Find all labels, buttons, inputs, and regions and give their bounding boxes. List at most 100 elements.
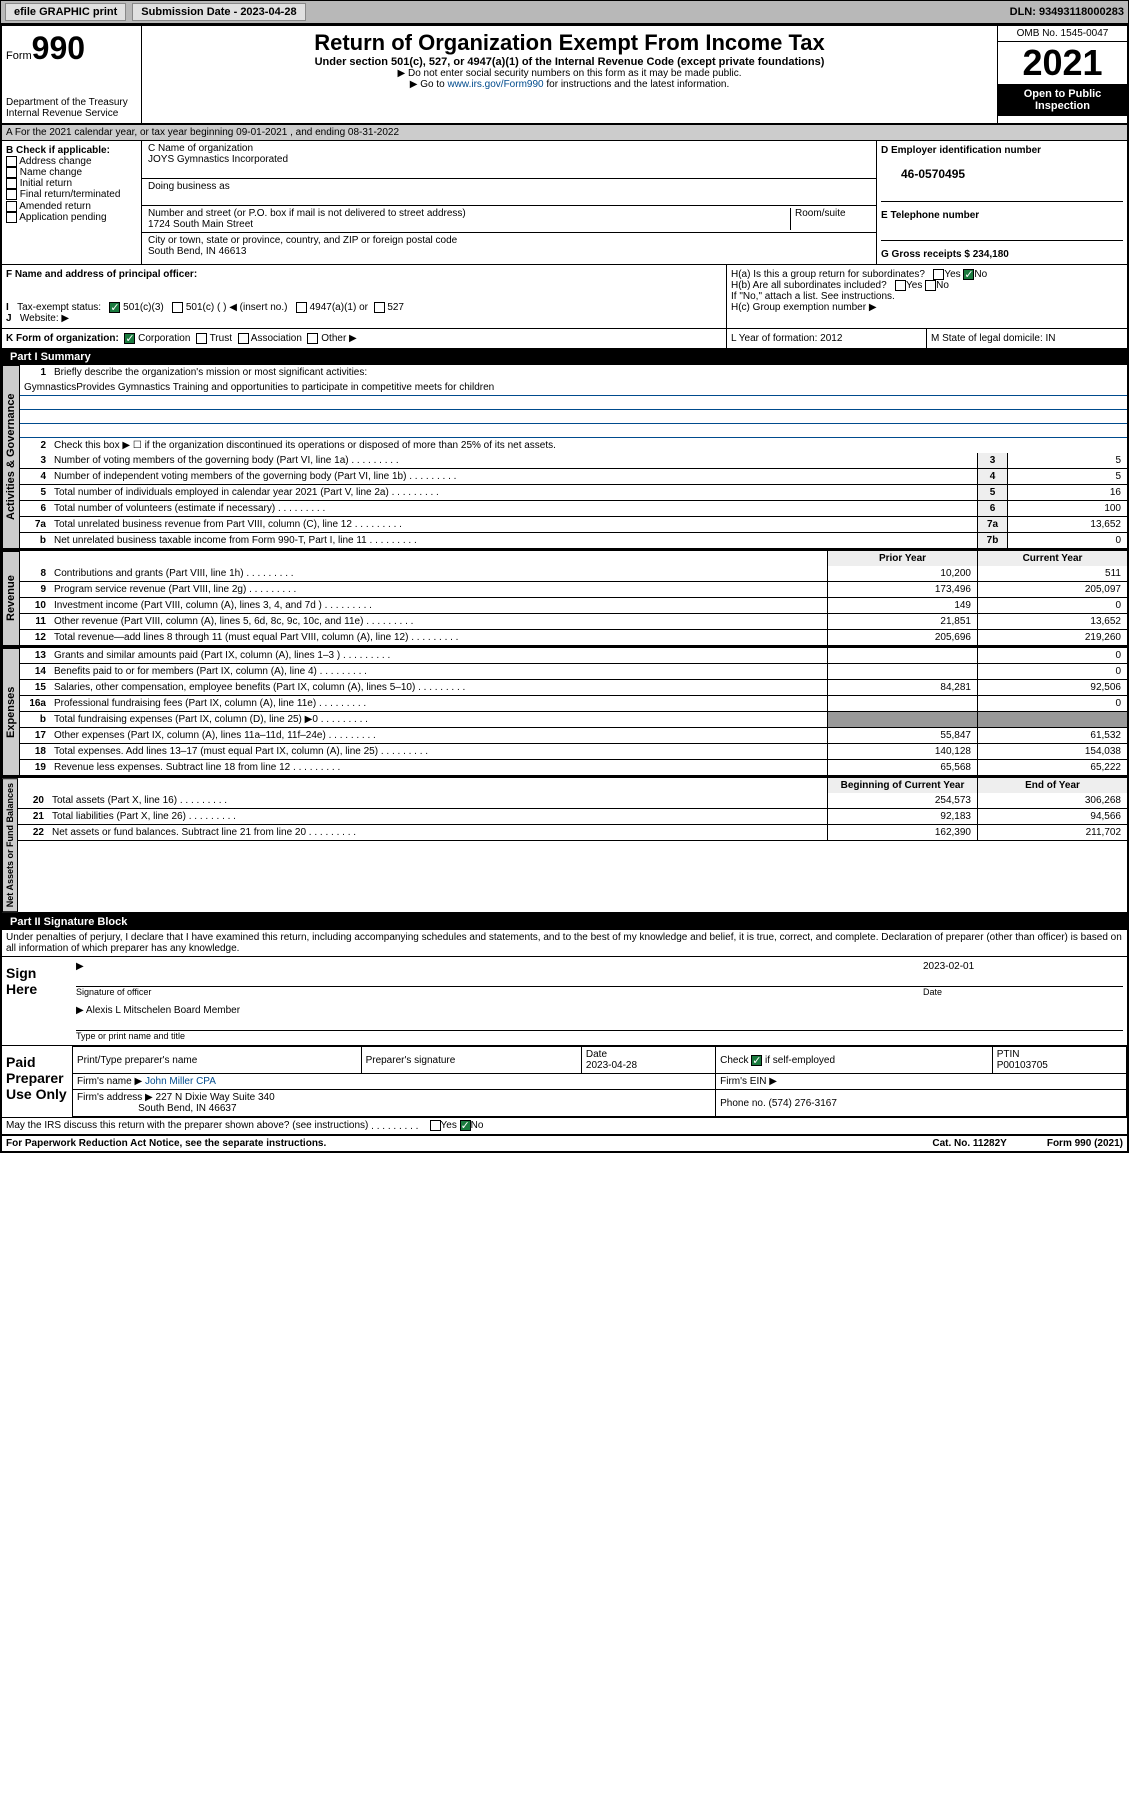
curr-val: 205,097 (977, 582, 1127, 597)
officer-sig-label: Signature of officer (76, 986, 923, 997)
phone-label: E Telephone number (881, 210, 979, 221)
part2-header: Part II Signature Block (2, 914, 1127, 930)
tax-exempt-label: Tax-exempt status: (17, 302, 101, 313)
prior-val: 84,281 (827, 680, 977, 695)
chk-self-employed[interactable] (751, 1055, 762, 1066)
prior-val (827, 648, 977, 663)
dba-label: Doing business as (148, 181, 230, 192)
chk-trust[interactable] (196, 333, 207, 344)
discuss-no[interactable] (460, 1120, 471, 1131)
curr-val: 0 (977, 598, 1127, 613)
ha-yes[interactable] (933, 269, 944, 280)
chk-name-change[interactable] (6, 167, 17, 178)
omb-number: OMB No. 1545-0047 (998, 26, 1127, 42)
street-address: 1724 South Main Street (148, 219, 253, 230)
line-desc: Benefits paid to or for members (Part IX… (50, 664, 827, 679)
officer-name-label: Type or print name and title (76, 1030, 1123, 1041)
line-desc: Number of voting members of the governin… (50, 453, 977, 468)
chk-amended[interactable] (6, 201, 17, 212)
submission-date-button[interactable]: Submission Date - 2023-04-28 (132, 3, 305, 21)
line-desc: Total unrelated business revenue from Pa… (50, 517, 977, 532)
prior-val: 92,183 (827, 809, 977, 824)
mission-blank2 (20, 410, 1127, 424)
chk-initial-return[interactable] (6, 178, 17, 189)
line-desc: Total expenses. Add lines 13–17 (must eq… (50, 744, 827, 759)
chk-assoc[interactable] (238, 333, 249, 344)
ssn-note: ▶ Do not enter social security numbers o… (146, 68, 993, 79)
may-irs-discuss: May the IRS discuss this return with the… (2, 1118, 1127, 1135)
prior-val: 162,390 (827, 825, 977, 840)
form-title: Return of Organization Exempt From Incom… (146, 30, 993, 56)
gross-receipts: G Gross receipts $ 234,180 (881, 249, 1009, 260)
vtab-revenue: Revenue (2, 551, 20, 646)
hb-label: H(b) Are all subordinates included? (731, 280, 887, 291)
line-desc: Total number of volunteers (estimate if … (50, 501, 977, 516)
chk-501c[interactable] (172, 302, 183, 313)
curr-val: 0 (977, 664, 1127, 679)
discuss-yes[interactable] (430, 1120, 441, 1131)
prior-val (827, 696, 977, 711)
public-inspection: Open to Public Inspection (998, 84, 1127, 116)
prior-val: 21,851 (827, 614, 977, 629)
line-value: 100 (1007, 501, 1127, 516)
prior-val: 205,696 (827, 630, 977, 645)
curr-val: 219,260 (977, 630, 1127, 645)
row-a-tax-year: A For the 2021 calendar year, or tax yea… (2, 125, 1127, 141)
hb-note: If "No," attach a list. See instructions… (731, 291, 895, 302)
end-year-hdr: End of Year (977, 778, 1127, 793)
efile-print-button[interactable]: efile GRAPHIC print (5, 3, 126, 21)
mission-text: GymnasticsProvides Gymnastics Training a… (20, 380, 1127, 396)
state-domicile: M State of legal domicile: IN (927, 329, 1127, 348)
sign-here-label: Sign Here (2, 957, 72, 1045)
mission-blank1 (20, 396, 1127, 410)
topbar: efile GRAPHIC print Submission Date - 20… (0, 0, 1129, 24)
addr-label: Number and street (or P.O. box if mail i… (148, 208, 466, 219)
chk-address-change[interactable] (6, 156, 17, 167)
ein-value: 46-0570495 (881, 167, 965, 181)
room-label: Room/suite (790, 208, 870, 230)
line-value: 16 (1007, 485, 1127, 500)
prior-val (827, 664, 977, 679)
line-value: 0 (1007, 533, 1127, 548)
curr-val: 0 (977, 696, 1127, 711)
curr-val: 211,702 (977, 825, 1127, 840)
chk-527[interactable] (374, 302, 385, 313)
chk-501c3[interactable] (109, 302, 120, 313)
line-desc: Contributions and grants (Part VIII, lin… (50, 566, 827, 581)
prior-val: 10,200 (827, 566, 977, 581)
chk-corp[interactable] (124, 333, 135, 344)
curr-val: 61,532 (977, 728, 1127, 743)
line-desc: Professional fundraising fees (Part IX, … (50, 696, 827, 711)
org-name: JOYS Gymnastics Incorporated (148, 154, 288, 165)
hb-yes[interactable] (895, 280, 906, 291)
org-name-label: C Name of organization (148, 143, 253, 154)
line-value: 5 (1007, 469, 1127, 484)
section-k-label: K Form of organization: (6, 333, 119, 344)
paperwork-notice: For Paperwork Reduction Act Notice, see … (6, 1138, 326, 1149)
chk-final-return[interactable] (6, 189, 17, 200)
prior-val: 254,573 (827, 793, 977, 808)
form-990: Form990 Department of the Treasury Inter… (0, 24, 1129, 1153)
vtab-expenses: Expenses (2, 648, 20, 776)
firm-name-link[interactable]: John Miller CPA (145, 1076, 216, 1087)
hb-no[interactable] (925, 280, 936, 291)
chk-other[interactable] (307, 333, 318, 344)
chk-app-pending[interactable] (6, 212, 17, 223)
prior-val: 149 (827, 598, 977, 613)
goto-note: ▶ Go to www.irs.gov/Form990 for instruct… (146, 79, 993, 90)
prior-val: 140,128 (827, 744, 977, 759)
ha-no[interactable] (963, 269, 974, 280)
line-desc: Program service revenue (Part VIII, line… (50, 582, 827, 597)
line-value: 13,652 (1007, 517, 1127, 532)
curr-year-hdr: Current Year (977, 551, 1127, 566)
chk-4947[interactable] (296, 302, 307, 313)
irs-label: Internal Revenue Service (6, 108, 137, 119)
curr-val: 94,566 (977, 809, 1127, 824)
irs-link[interactable]: www.irs.gov/Form990 (447, 79, 543, 90)
curr-val: 154,038 (977, 744, 1127, 759)
line-desc: Total revenue—add lines 8 through 11 (mu… (50, 630, 827, 645)
city-label: City or town, state or province, country… (148, 235, 457, 246)
form-ref: Form 990 (2021) (1047, 1138, 1123, 1149)
line-desc: Investment income (Part VIII, column (A)… (50, 598, 827, 613)
perjury-declaration: Under penalties of perjury, I declare th… (2, 930, 1127, 957)
